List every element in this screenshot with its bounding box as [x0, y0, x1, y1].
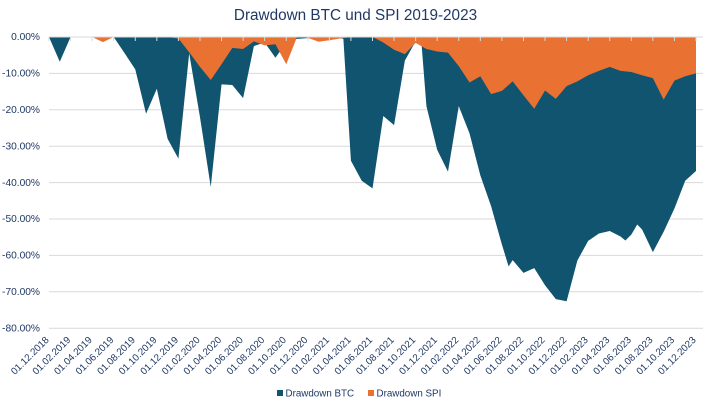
svg-text:Drawdown SPI: Drawdown SPI: [377, 388, 442, 399]
svg-text:-50.00%: -50.00%: [2, 214, 40, 225]
svg-text:Drawdown BTC und SPI 2019-2023: Drawdown BTC und SPI 2019-2023: [234, 7, 477, 24]
svg-text:-10.00%: -10.00%: [2, 69, 40, 80]
svg-text:-40.00%: -40.00%: [2, 178, 40, 189]
svg-text:-60.00%: -60.00%: [2, 251, 40, 262]
svg-text:-70.00%: -70.00%: [2, 287, 40, 298]
svg-text:-80.00%: -80.00%: [2, 323, 40, 334]
svg-text:-30.00%: -30.00%: [2, 141, 40, 152]
svg-text:0.00%: 0.00%: [11, 32, 40, 43]
svg-text:-20.00%: -20.00%: [2, 105, 40, 116]
svg-text:Drawdown BTC: Drawdown BTC: [286, 388, 355, 399]
